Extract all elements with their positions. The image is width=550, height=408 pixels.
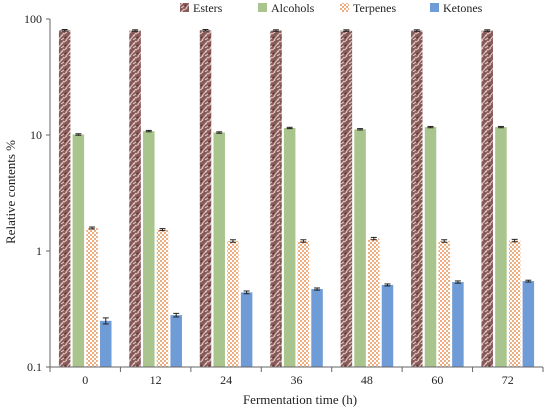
legend-label: Alcohols xyxy=(271,1,315,15)
bar-terpenes-60 xyxy=(438,240,450,367)
error-bar-ketones-72 xyxy=(525,279,532,283)
bar-terpenes-48 xyxy=(368,238,380,367)
error-bar-terpenes-72 xyxy=(511,238,518,243)
error-bar-alcohols-0 xyxy=(75,133,82,136)
error-bar-ketones-12 xyxy=(173,312,180,318)
error-bar-esters-60 xyxy=(413,29,420,32)
bar-esters-0 xyxy=(58,30,71,367)
bars-layer xyxy=(58,28,535,368)
bar-esters-72 xyxy=(481,30,493,368)
bar-terpenes-24 xyxy=(227,240,239,367)
bar-ketones-0 xyxy=(100,320,112,367)
error-bar-ketones-0 xyxy=(102,317,109,325)
bar-ketones-24 xyxy=(240,292,253,367)
error-bar-ketones-36 xyxy=(314,287,321,291)
bar-alcohols-24 xyxy=(213,132,225,367)
bar-esters-48 xyxy=(340,30,353,368)
error-bar-alcohols-12 xyxy=(145,129,152,133)
error-bar-esters-72 xyxy=(484,29,491,32)
legend-item-esters: Esters xyxy=(180,1,223,15)
error-bar-alcohols-36 xyxy=(286,126,293,130)
y-tick-label: 1 xyxy=(36,244,42,258)
legend-swatch xyxy=(430,3,439,12)
error-bar-terpenes-12 xyxy=(159,228,166,232)
error-bar-alcohols-72 xyxy=(497,125,504,129)
error-bar-terpenes-60 xyxy=(441,239,448,243)
error-bar-alcohols-48 xyxy=(357,128,364,131)
bar-ketones-72 xyxy=(522,281,535,367)
error-bar-alcohols-24 xyxy=(216,131,223,134)
y-tick-label: 0.1 xyxy=(27,360,42,374)
error-bar-terpenes-0 xyxy=(89,226,96,230)
legend-swatch xyxy=(180,3,189,12)
error-bar-esters-24 xyxy=(202,28,209,32)
bar-ketones-48 xyxy=(381,284,394,367)
error-bar-alcohols-60 xyxy=(427,125,434,129)
bar-esters-12 xyxy=(129,30,141,368)
x-tick-label: 72 xyxy=(502,373,514,387)
bar-ketones-12 xyxy=(170,315,182,367)
y-tick-label: 100 xyxy=(24,12,42,26)
x-tick-label: 12 xyxy=(150,373,162,387)
axes-layer: 0.1 1 10 100 0 12 24 36 48 60 72 xyxy=(24,12,544,387)
legend-swatch xyxy=(340,3,349,12)
error-bar-esters-36 xyxy=(272,29,279,32)
bar-esters-60 xyxy=(411,30,423,368)
bar-ketones-36 xyxy=(311,289,323,367)
x-tick-label: 48 xyxy=(361,373,373,387)
error-bar-ketones-60 xyxy=(454,280,461,284)
legend: Esters Alcohols Terpenes Ketones xyxy=(180,1,483,15)
legend-label: Terpenes xyxy=(353,1,396,15)
bar-terpenes-36 xyxy=(297,240,310,367)
error-bar-terpenes-48 xyxy=(370,236,377,241)
bar-alcohols-72 xyxy=(495,127,507,367)
y-tick-label: 10 xyxy=(30,128,42,142)
bar-ketones-60 xyxy=(452,282,464,367)
x-tick-label: 36 xyxy=(291,373,303,387)
bar-terpenes-12 xyxy=(156,229,169,367)
x-tick-label: 60 xyxy=(431,373,443,387)
bar-alcohols-12 xyxy=(143,131,155,367)
bar-terpenes-72 xyxy=(508,240,521,367)
bar-alcohols-36 xyxy=(283,127,296,368)
legend-item-terpenes: Terpenes xyxy=(340,1,396,15)
x-axis-label: Fermentation time (h) xyxy=(243,392,357,407)
error-bar-terpenes-24 xyxy=(229,239,236,243)
error-bar-esters-12 xyxy=(132,29,139,32)
error-bar-ketones-48 xyxy=(384,283,391,287)
error-bar-ketones-24 xyxy=(243,290,250,295)
legend-label: Ketones xyxy=(443,1,483,15)
bar-terpenes-0 xyxy=(86,227,98,367)
legend-item-ketones: Ketones xyxy=(430,1,483,15)
legend-label: Esters xyxy=(193,1,223,15)
y-axis-label: Relative contents % xyxy=(3,140,18,244)
x-tick-label: 24 xyxy=(220,373,232,387)
x-tick-label: 0 xyxy=(82,373,88,387)
error-bar-terpenes-36 xyxy=(300,239,307,243)
error-bar-esters-48 xyxy=(343,29,350,32)
bar-esters-24 xyxy=(199,30,212,367)
error-bar-esters-0 xyxy=(61,28,68,32)
bar-esters-36 xyxy=(270,30,282,368)
bar-alcohols-0 xyxy=(72,134,85,367)
legend-item-alcohols: Alcohols xyxy=(258,1,315,15)
bar-alcohols-48 xyxy=(354,129,366,367)
bar-alcohols-60 xyxy=(424,127,437,367)
legend-swatch xyxy=(258,3,267,12)
